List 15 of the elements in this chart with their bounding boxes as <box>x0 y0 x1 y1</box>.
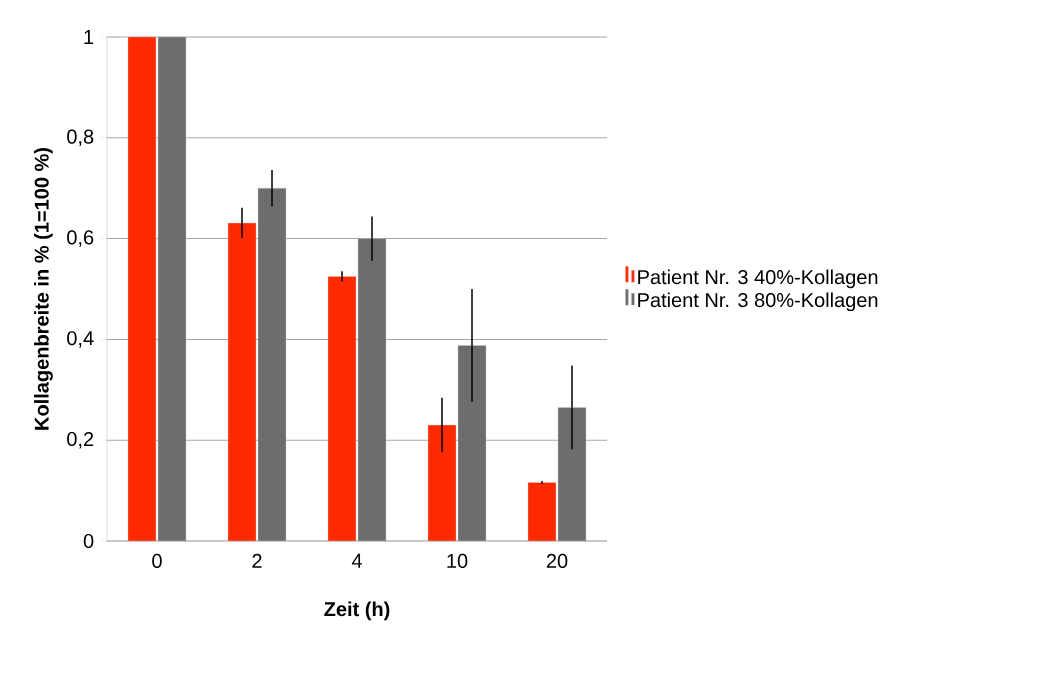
x-tick-label: 0 <box>152 553 162 569</box>
y-axis-title: Kollagenbreite in % (1=100 %) <box>34 148 53 430</box>
x-tick-label: 20 <box>546 553 568 569</box>
y-tick-label: 0 <box>83 533 94 549</box>
y-tick-label: 1 <box>84 30 94 44</box>
legend-label: Patient Nr. 3 40%-Kollagen <box>638 269 878 289</box>
x-tick-label: 10 <box>447 553 468 569</box>
y-tick-label: 0,8 <box>67 129 94 147</box>
x-tick-label: 4 <box>351 553 362 568</box>
y-tick-label: 0,2 <box>67 431 94 449</box>
y-tick-label: 0,4 <box>67 331 94 348</box>
y-tick-label: 0,6 <box>67 230 94 247</box>
x-axis-title: Zeit (h) <box>324 601 390 621</box>
legend-label: Patient Nr. 3 80%-Kollagen <box>638 292 878 312</box>
x-tick-label: 2 <box>252 553 262 568</box>
